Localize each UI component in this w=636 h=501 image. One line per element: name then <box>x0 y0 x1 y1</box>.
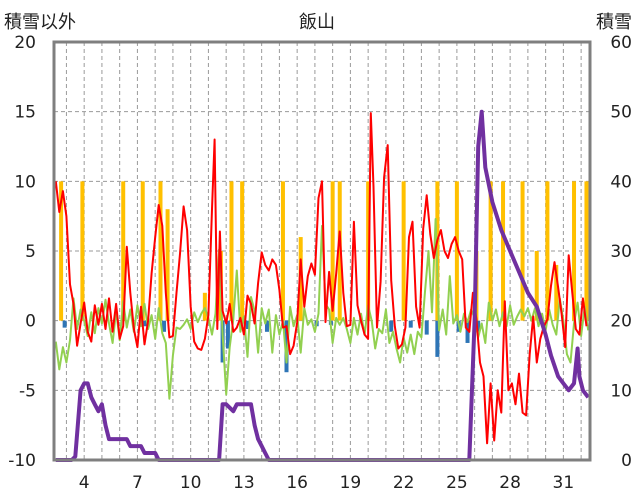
precip-bar <box>330 181 335 321</box>
precip-bar <box>80 181 85 321</box>
left-tick-label: 5 <box>25 242 36 262</box>
series-lines <box>54 109 590 462</box>
precip-bar <box>59 181 64 321</box>
right-axis-ticks: 60 50 40 30 20 10 0 <box>610 33 632 471</box>
snow-depth-line <box>55 109 590 462</box>
x-tick-label: 25 <box>446 473 468 493</box>
precip-bar <box>501 181 506 321</box>
precip-bar <box>545 181 550 321</box>
x-tick-label: 13 <box>233 473 255 493</box>
precip-bar <box>264 320 269 332</box>
x-tick-label: 4 <box>79 473 90 493</box>
right-tick-label: 0 <box>621 451 632 471</box>
precip-bar <box>534 251 539 321</box>
precip-bar <box>142 320 147 327</box>
precip-bar <box>165 209 170 321</box>
precip-bar <box>229 181 234 321</box>
precip-bar <box>476 320 481 332</box>
precip-bar <box>121 181 126 321</box>
precip-bar <box>408 320 413 328</box>
precip-bar <box>366 181 371 321</box>
precip-bar <box>435 320 440 357</box>
x-axis-ticks: 4 7 10 13 16 19 22 25 28 31 <box>79 473 574 493</box>
precip-bar <box>284 320 289 373</box>
temperature-line <box>54 112 588 445</box>
precip-bar <box>389 320 394 332</box>
x-tick-label: 31 <box>553 473 575 493</box>
precip-bar <box>245 320 250 330</box>
right-axis-label: 積雪 <box>596 12 632 33</box>
right-tick-label: 60 <box>610 33 632 53</box>
right-tick-label: 40 <box>610 172 632 192</box>
x-tick-label: 22 <box>393 473 415 493</box>
precip-bar <box>401 181 406 321</box>
left-tick-label: 15 <box>14 103 36 123</box>
left-axis-label: 積雪以外 <box>4 12 76 33</box>
precip-bar <box>465 320 470 343</box>
precip-bar <box>240 181 245 321</box>
humidity-change-line <box>54 218 590 400</box>
x-tick-label: 28 <box>499 473 521 493</box>
precip-bar <box>162 320 167 332</box>
right-tick-label: 30 <box>610 242 632 262</box>
precip-bar <box>424 320 429 335</box>
precip-bar <box>280 181 285 321</box>
precip-bar <box>554 264 559 321</box>
precip-bar <box>225 320 230 349</box>
left-tick-label: 10 <box>14 172 36 192</box>
precip-bar <box>454 181 459 321</box>
precip-bar <box>584 181 589 321</box>
x-tick-label: 19 <box>340 473 362 493</box>
plot-frame <box>52 40 592 462</box>
precip-bar <box>572 181 577 321</box>
precip-bar <box>140 181 145 321</box>
precip-bar <box>158 181 163 321</box>
x-tick-label: 16 <box>286 473 308 493</box>
left-tick-label: 0 <box>25 312 36 332</box>
precip-bar <box>520 181 525 321</box>
left-tick-label: -5 <box>19 381 36 401</box>
right-tick-label: 20 <box>610 312 632 332</box>
precip-bar <box>202 292 207 321</box>
precip-bar <box>337 181 342 321</box>
right-tick-label: 10 <box>610 381 632 401</box>
precip-bar <box>298 237 303 321</box>
right-tick-label: 50 <box>610 103 632 123</box>
x-tick-label: 10 <box>180 473 202 493</box>
precip-bar <box>488 181 493 321</box>
chart-title: 飯山 <box>299 12 335 33</box>
precip-bar <box>62 320 67 328</box>
left-tick-label: 20 <box>14 33 36 53</box>
x-tick-label: 7 <box>132 473 143 493</box>
left-tick-label: -10 <box>8 451 36 471</box>
left-axis-ticks: 20 15 10 5 0 -5 -10 <box>8 33 36 471</box>
